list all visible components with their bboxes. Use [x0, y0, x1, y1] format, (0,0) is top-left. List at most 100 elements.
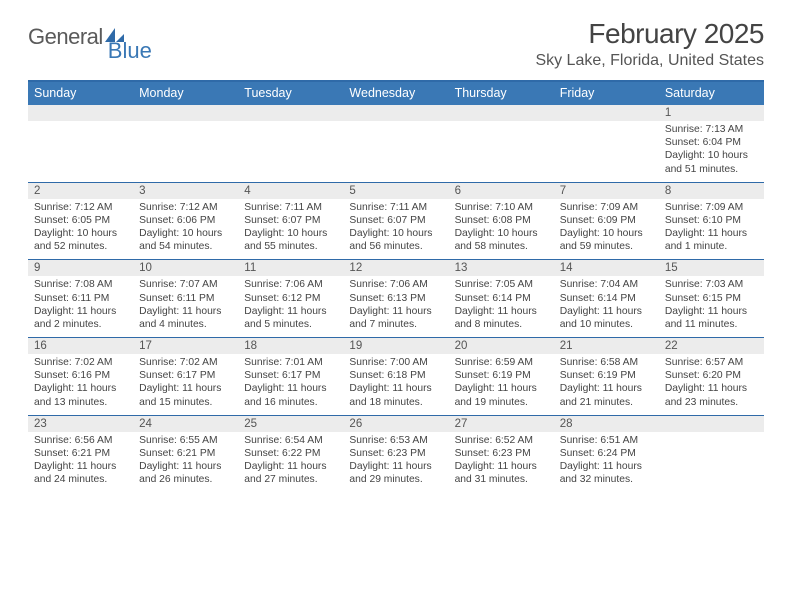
- day-detail-line: Sunrise: 7:09 AM: [560, 201, 653, 214]
- day-detail-line: Daylight: 10 hours and 59 minutes.: [560, 227, 653, 253]
- day-detail-line: Sunset: 6:06 PM: [139, 214, 232, 227]
- day-headers: Sunday Monday Tuesday Wednesday Thursday…: [28, 82, 764, 105]
- day-number: 19: [343, 338, 448, 354]
- day-cell: Sunrise: 6:57 AMSunset: 6:20 PMDaylight:…: [659, 354, 764, 415]
- day-detail-line: Sunset: 6:17 PM: [244, 369, 337, 382]
- day-detail-line: Sunrise: 7:07 AM: [139, 278, 232, 291]
- day-cell: Sunrise: 7:10 AMSunset: 6:08 PMDaylight:…: [449, 199, 554, 260]
- day-header-wed: Wednesday: [343, 82, 448, 105]
- day-number: 1: [659, 105, 764, 121]
- day-number: 6: [449, 183, 554, 199]
- week-row: Sunrise: 7:02 AMSunset: 6:16 PMDaylight:…: [28, 354, 764, 415]
- day-cell: Sunrise: 7:12 AMSunset: 6:06 PMDaylight:…: [133, 199, 238, 260]
- header: General Blue February 2025 Sky Lake, Flo…: [28, 18, 764, 70]
- day-detail-line: Sunrise: 7:06 AM: [244, 278, 337, 291]
- day-detail-line: Daylight: 10 hours and 56 minutes.: [349, 227, 442, 253]
- day-detail-line: Sunrise: 6:56 AM: [34, 434, 127, 447]
- day-number: 8: [659, 183, 764, 199]
- day-detail-line: Sunrise: 6:54 AM: [244, 434, 337, 447]
- day-number: 13: [449, 260, 554, 276]
- day-number: 5: [343, 183, 448, 199]
- day-cell: [238, 121, 343, 182]
- day-detail-line: Sunrise: 7:02 AM: [34, 356, 127, 369]
- day-number: 21: [554, 338, 659, 354]
- day-number: 25: [238, 416, 343, 432]
- day-detail-line: Sunrise: 7:01 AM: [244, 356, 337, 369]
- day-cell: Sunrise: 7:04 AMSunset: 6:14 PMDaylight:…: [554, 276, 659, 337]
- day-number: 12: [343, 260, 448, 276]
- logo-text-blue: Blue: [108, 38, 152, 64]
- day-detail-line: Sunrise: 6:52 AM: [455, 434, 548, 447]
- day-cell: [554, 121, 659, 182]
- day-detail-line: Daylight: 11 hours and 27 minutes.: [244, 460, 337, 486]
- day-detail-line: Sunrise: 7:02 AM: [139, 356, 232, 369]
- day-cell: Sunrise: 7:03 AMSunset: 6:15 PMDaylight:…: [659, 276, 764, 337]
- day-detail-line: Daylight: 11 hours and 32 minutes.: [560, 460, 653, 486]
- day-detail-line: Sunrise: 6:53 AM: [349, 434, 442, 447]
- day-detail-line: Sunset: 6:23 PM: [455, 447, 548, 460]
- day-detail-line: Sunset: 6:05 PM: [34, 214, 127, 227]
- day-cell: Sunrise: 7:11 AMSunset: 6:07 PMDaylight:…: [238, 199, 343, 260]
- day-detail-line: Daylight: 11 hours and 8 minutes.: [455, 305, 548, 331]
- day-cell: Sunrise: 7:06 AMSunset: 6:13 PMDaylight:…: [343, 276, 448, 337]
- day-header-fri: Friday: [554, 82, 659, 105]
- day-number: 24: [133, 416, 238, 432]
- day-detail-line: Sunset: 6:08 PM: [455, 214, 548, 227]
- day-detail-line: Sunset: 6:07 PM: [244, 214, 337, 227]
- day-detail-line: Daylight: 10 hours and 51 minutes.: [665, 149, 758, 175]
- day-detail-line: Sunrise: 7:12 AM: [34, 201, 127, 214]
- day-number: 3: [133, 183, 238, 199]
- calendar: Sunday Monday Tuesday Wednesday Thursday…: [28, 80, 764, 492]
- day-detail-line: Daylight: 11 hours and 11 minutes.: [665, 305, 758, 331]
- day-cell: Sunrise: 7:09 AMSunset: 6:09 PMDaylight:…: [554, 199, 659, 260]
- day-detail-line: Sunset: 6:10 PM: [665, 214, 758, 227]
- day-number: 16: [28, 338, 133, 354]
- day-detail-line: Sunrise: 7:03 AM: [665, 278, 758, 291]
- day-detail-line: Sunset: 6:16 PM: [34, 369, 127, 382]
- day-detail-line: Sunset: 6:20 PM: [665, 369, 758, 382]
- day-detail-line: Sunset: 6:04 PM: [665, 136, 758, 149]
- day-cell: [343, 121, 448, 182]
- week-row: Sunrise: 6:56 AMSunset: 6:21 PM Daylight:…: [28, 432, 764, 493]
- day-detail-line: Sunset: 6:15 PM: [665, 292, 758, 305]
- day-detail-line: Sunset: 6:19 PM: [560, 369, 653, 382]
- day-detail-line: Daylight: 11 hours and 19 minutes.: [455, 382, 548, 408]
- day-number: 4: [238, 183, 343, 199]
- day-detail-line: Sunrise: 7:04 AM: [560, 278, 653, 291]
- week-number-row: 16171819202122: [28, 337, 764, 354]
- title-block: February 2025 Sky Lake, Florida, United …: [535, 18, 764, 70]
- day-number: 23: [28, 416, 133, 432]
- week-row: Sunrise: 7:08 AMSunset: 6:11 PMDaylight:…: [28, 276, 764, 337]
- day-detail-line: Sunset: 6:13 PM: [349, 292, 442, 305]
- day-detail-line: Daylight: 10 hours and 52 minutes.: [34, 227, 127, 253]
- day-detail-line: Daylight: 11 hours and 4 minutes.: [139, 305, 232, 331]
- day-detail-line: Sunrise: 6:57 AM: [665, 356, 758, 369]
- day-detail-line: Sunset: 6:17 PM: [139, 369, 232, 382]
- day-detail-line: Daylight: 11 hours and 29 minutes.: [349, 460, 442, 486]
- week-row: Sunrise: 7:13 AMSunset: 6:04 PMDaylight:…: [28, 121, 764, 182]
- day-number: 14: [554, 260, 659, 276]
- day-detail-line: Sunset: 6:21 PM: [34, 447, 127, 460]
- day-detail-line: Sunset: 6:11 PM: [139, 292, 232, 305]
- day-detail-line: Daylight: 10 hours and 55 minutes.: [244, 227, 337, 253]
- day-detail-line: Sunrise: 7:11 AM: [349, 201, 442, 214]
- day-detail-line: Sunrise: 7:08 AM: [34, 278, 127, 291]
- day-cell: Sunrise: 7:02 AMSunset: 6:16 PMDaylight:…: [28, 354, 133, 415]
- day-number: 22: [659, 338, 764, 354]
- day-cell: Sunrise: 7:02 AMSunset: 6:17 PMDaylight:…: [133, 354, 238, 415]
- day-detail-line: Daylight: 10 hours and 58 minutes.: [455, 227, 548, 253]
- day-cell: Sunrise: 7:11 AMSunset: 6:07 PMDaylight:…: [343, 199, 448, 260]
- day-header-sun: Sunday: [28, 82, 133, 105]
- day-cell: [449, 121, 554, 182]
- week-number-row: 1: [28, 105, 764, 121]
- day-number: 9: [28, 260, 133, 276]
- day-detail-line: Sunrise: 6:59 AM: [455, 356, 548, 369]
- day-number: [449, 105, 554, 121]
- day-cell: Sunrise: 7:05 AMSunset: 6:14 PMDaylight:…: [449, 276, 554, 337]
- day-detail-line: Sunrise: 7:09 AM: [665, 201, 758, 214]
- day-cell: Sunrise: 7:08 AMSunset: 6:11 PMDaylight:…: [28, 276, 133, 337]
- day-detail-line: Daylight: 11 hours and 13 minutes.: [34, 382, 127, 408]
- week-row: Sunrise: 7:12 AMSunset: 6:05 PMDaylight:…: [28, 199, 764, 260]
- day-number: 11: [238, 260, 343, 276]
- day-number: 27: [449, 416, 554, 432]
